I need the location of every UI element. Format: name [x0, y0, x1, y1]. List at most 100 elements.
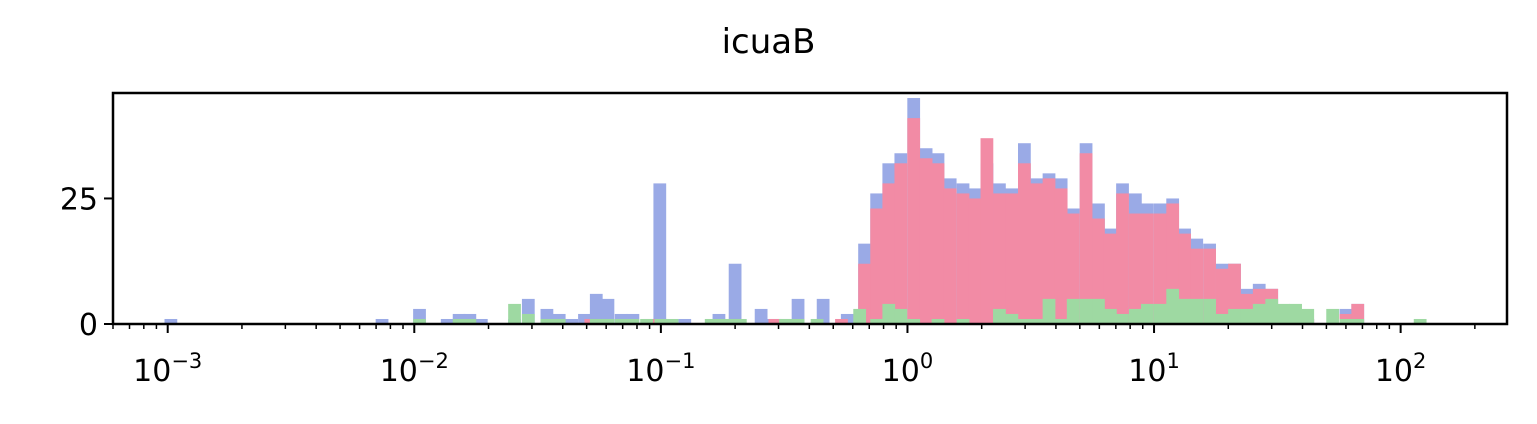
histogram-bar [654, 318, 668, 324]
histogram-bar [1116, 193, 1129, 324]
histogram-bar [1141, 213, 1154, 324]
histogram-bar [840, 313, 854, 324]
chart-title: icuaB [721, 22, 816, 62]
histogram-bar [754, 308, 768, 324]
histogram-bar [1103, 233, 1117, 324]
histogram-bar [931, 163, 945, 324]
bars-layer [164, 98, 1427, 325]
histogram-bar [1339, 318, 1353, 324]
histogram-bar [589, 293, 603, 324]
histogram-bar [1265, 298, 1279, 324]
y-tick-label: 0 [79, 308, 98, 343]
histogram-bar [1351, 318, 1365, 324]
histogram-bar [1092, 218, 1105, 324]
x-tick-label: 10−3 [133, 349, 202, 389]
histogram-bar [704, 318, 718, 324]
histogram-bar [1228, 308, 1241, 324]
histogram-bar [1301, 308, 1315, 324]
histogram-bar [589, 318, 603, 324]
histogram-bar [943, 188, 957, 324]
histogram-bar [1153, 213, 1167, 324]
histogram-bar [653, 183, 667, 324]
histogram-bar [601, 318, 615, 324]
histogram-bar [870, 208, 884, 324]
histogram-bar [907, 318, 921, 324]
histogram-bar [1252, 303, 1266, 324]
histogram-bar [733, 318, 747, 324]
plot-frame [111, 91, 1509, 326]
histogram-bar [816, 298, 830, 324]
histogram-bar [665, 318, 679, 324]
histogram-bar [1203, 298, 1216, 324]
histogram-bar [1277, 303, 1290, 324]
histogram-bar [1079, 153, 1093, 324]
histogram-bar [712, 313, 726, 324]
histogram-bar [717, 318, 731, 324]
histogram-bar [1240, 308, 1254, 324]
histogram-bar [779, 318, 792, 324]
histogram-bar [1413, 318, 1427, 324]
histogram-bar [1054, 318, 1068, 324]
x-tick-label: 101 [1128, 349, 1180, 389]
histogram-bar [1092, 298, 1105, 324]
histogram-bar [601, 298, 615, 324]
histogram-bar [1141, 303, 1154, 324]
histogram-bar [993, 308, 1006, 324]
histogram-bar [1103, 308, 1117, 324]
histogram-bar [1066, 213, 1080, 324]
histogram-bar [894, 163, 908, 324]
histogram-bar [678, 318, 692, 324]
histogram-bar [508, 303, 521, 324]
histogram-bar [882, 183, 896, 324]
histogram-bar [452, 313, 466, 324]
histogram-bar [552, 313, 566, 324]
histogram-bar [1054, 188, 1068, 324]
histogram-bar [1351, 303, 1365, 324]
histogram-bar [894, 308, 908, 324]
histogram-bar [907, 118, 921, 324]
histogram-bar [1066, 298, 1080, 324]
histogram-bar [1042, 298, 1056, 324]
x-tick-label: 100 [882, 349, 934, 389]
histogram-bar [1339, 313, 1353, 324]
histogram-bar [1178, 298, 1191, 324]
histogram-bar [956, 318, 970, 324]
histogram-bar [452, 318, 466, 324]
histogram-bar [521, 313, 535, 324]
histogram-bar [1005, 313, 1019, 324]
histogram-bar [1018, 163, 1031, 324]
histogram-bar [1215, 313, 1229, 324]
histogram-bar [474, 318, 488, 324]
histogram-bar [552, 318, 566, 324]
histogram-bar [956, 193, 970, 324]
histogram-bar [1190, 298, 1204, 324]
histogram-bar [980, 138, 994, 324]
histogram-bar [1030, 183, 1043, 324]
histogram-bar [835, 318, 848, 324]
histogram-bar [565, 318, 579, 324]
y-tick-label: 25 [60, 182, 98, 217]
histogram-bar [882, 303, 896, 324]
histogram-bar [375, 318, 389, 324]
histogram-bar [463, 313, 477, 324]
histogram-bar [1326, 308, 1340, 324]
histogram-bar [1005, 193, 1019, 324]
histogram-bar [791, 318, 805, 324]
histogram-bar [1166, 288, 1180, 324]
histogram-bar [1289, 303, 1302, 324]
histogram-bar [1128, 308, 1142, 324]
histogram-bar [1079, 298, 1093, 324]
axes-layer: 0 25 10−3 10−2 10−1 100 101 102 [60, 182, 1476, 389]
histogram-bar [640, 318, 653, 324]
histogram-bar [1018, 318, 1031, 324]
histogram-bar [993, 193, 1006, 324]
histogram-bar [164, 318, 178, 324]
histogram-bar [1215, 268, 1229, 324]
histogram-bar [1128, 213, 1142, 324]
histogram-bar [440, 318, 454, 324]
histogram-bar [413, 318, 426, 324]
histogram-bar [791, 298, 805, 324]
histogram-bar [810, 318, 824, 324]
histogram-bar [1030, 318, 1043, 324]
